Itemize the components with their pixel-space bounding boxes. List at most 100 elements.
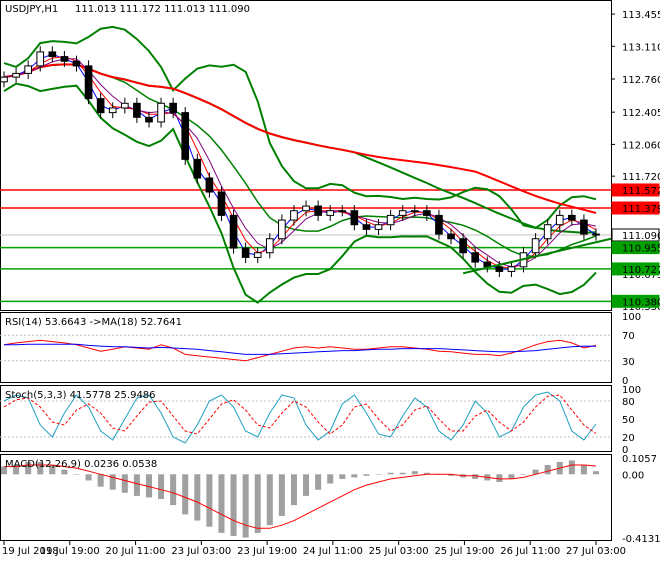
macd-histogram-bar	[194, 474, 201, 521]
macd-histogram-bar	[121, 474, 128, 493]
macd-histogram-bar	[327, 474, 334, 484]
candle-body	[108, 107, 117, 114]
level-price-label: 110.380	[622, 297, 660, 308]
candle-body	[362, 224, 371, 230]
macd-tick-label: 0.1057	[622, 454, 657, 465]
rsi-label: RSI(14) 53.6643 ->MA(18) 52.7641	[5, 317, 182, 328]
rsi-tick-label: 100	[622, 312, 641, 323]
price-tick-label: 111.720	[622, 172, 660, 183]
rsi-pane	[0, 312, 612, 383]
level-price-label: 111.572	[622, 186, 660, 197]
stoch-tick-label: 20	[622, 433, 635, 444]
price-tick-label: 112.405	[622, 108, 660, 119]
candle-body	[72, 60, 81, 67]
time-tick-label: 23 Jul 03:00	[171, 546, 231, 557]
macd-histogram-bar	[0, 466, 8, 475]
macd-histogram-bar	[387, 472, 394, 475]
macd-histogram-bar	[580, 465, 587, 475]
macd-histogram-bar	[278, 474, 285, 516]
candle-body	[60, 56, 69, 62]
candle-body	[410, 210, 419, 213]
candle-body	[326, 210, 335, 216]
macd-histogram-bar	[303, 474, 310, 496]
candle-body	[205, 177, 214, 193]
candle-body	[120, 102, 129, 109]
stoch-k-line	[3, 391, 597, 444]
macd-histogram-bar	[182, 474, 189, 515]
candle-body	[193, 158, 202, 179]
stoch-label: Stoch(5,3,3) 41.5778 25.9486	[5, 390, 156, 401]
macd-histogram-bar	[49, 465, 56, 475]
macd-histogram-bar	[315, 474, 322, 490]
macd-histogram-bar	[254, 474, 261, 533]
ma-slowest	[3, 63, 597, 214]
candle-body	[253, 252, 262, 258]
macd-histogram-bar	[520, 474, 527, 475]
stoch-tick-label: 100	[622, 385, 641, 396]
macd-histogram-bar	[532, 469, 539, 475]
stoch-tick-label: 80	[622, 397, 635, 408]
candle-body	[435, 214, 443, 235]
stoch-tick-label: 50	[622, 415, 635, 426]
candle-body	[338, 210, 347, 213]
macd-histogram-bar	[544, 465, 551, 475]
level-price-label: 111.379	[622, 204, 660, 215]
candle-body	[229, 214, 238, 249]
price-tick-label: 113.455	[622, 10, 660, 21]
time-tick-label: 24 Jul 11:00	[303, 546, 363, 557]
macd-tick-label: -0.4131	[622, 534, 660, 545]
candle-body	[459, 238, 467, 254]
rsi-tick-label: 0	[622, 376, 628, 387]
candle-body	[0, 76, 8, 83]
macd-pane	[0, 454, 612, 541]
candle-body	[24, 65, 32, 74]
price-tick-label: 113.110	[622, 42, 660, 53]
candle-body	[84, 65, 93, 100]
candle-body	[507, 266, 516, 272]
candle-body	[241, 247, 250, 258]
macd-histogram-bar	[363, 474, 370, 476]
macd-histogram-bar	[73, 474, 80, 475]
candle-body	[350, 210, 359, 226]
candle-body	[314, 205, 322, 216]
candle-body	[423, 210, 431, 216]
time-tick-label: 27 Jul 03:00	[566, 546, 626, 557]
price-tick-label: 112.760	[622, 75, 660, 86]
macd-tick-label: 0.00	[622, 470, 644, 481]
candle-body	[169, 102, 177, 114]
candle-body	[495, 266, 504, 272]
price-tick-label: 112.060	[622, 140, 660, 151]
macd-histogram-bar	[399, 472, 406, 475]
time-tick-label: 25 Jul 03:00	[369, 546, 429, 557]
macd-histogram-bar	[448, 474, 455, 476]
time-tick-label: 20 Jul 11:00	[106, 546, 166, 557]
candle-body	[145, 116, 153, 123]
trend-line	[462, 237, 612, 275]
macd-histogram-bar	[508, 474, 515, 479]
candle-body	[96, 98, 105, 114]
candle-body	[580, 219, 588, 235]
level-price-tag	[611, 262, 660, 276]
candle-body	[133, 102, 141, 118]
macd-histogram-bar	[218, 474, 225, 533]
level-price-tag	[611, 294, 660, 308]
candle-body	[386, 214, 395, 226]
stoch-pane	[0, 385, 612, 452]
rsi-ma-line	[4, 343, 597, 355]
time-tick-label: 23 Jul 19:00	[237, 546, 297, 557]
macd-histogram-bar	[592, 471, 600, 475]
macd-histogram-bar	[351, 474, 358, 478]
candle-body	[471, 252, 480, 263]
macd-histogram-bar	[339, 474, 346, 479]
candle-body	[302, 205, 310, 212]
ma-fast-purple	[3, 58, 597, 268]
candle-body	[12, 72, 20, 78]
macd-histogram-bar	[290, 474, 297, 506]
macd-histogram-bar	[109, 474, 116, 490]
level-price-tag	[611, 241, 660, 255]
macd-histogram-bar	[85, 474, 92, 481]
candle-body	[447, 233, 455, 240]
macd-histogram-bar	[25, 461, 32, 475]
